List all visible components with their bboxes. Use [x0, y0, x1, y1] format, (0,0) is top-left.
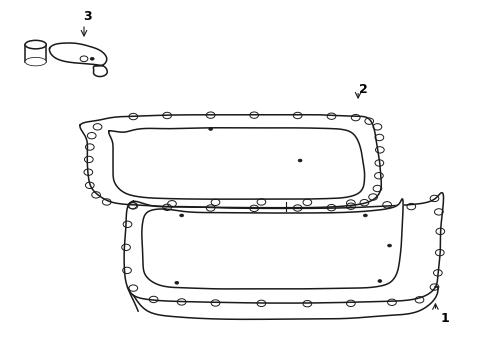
Text: 2: 2 — [358, 83, 366, 96]
Ellipse shape — [25, 40, 46, 49]
Text: 3: 3 — [83, 10, 92, 23]
Circle shape — [175, 282, 179, 284]
Circle shape — [298, 159, 302, 162]
Circle shape — [90, 57, 94, 60]
Polygon shape — [80, 115, 381, 208]
Circle shape — [363, 214, 366, 217]
Polygon shape — [142, 199, 402, 289]
FancyBboxPatch shape — [25, 45, 46, 62]
Polygon shape — [124, 193, 443, 303]
Circle shape — [208, 127, 212, 130]
Ellipse shape — [25, 57, 46, 66]
Circle shape — [180, 214, 183, 217]
Circle shape — [387, 244, 391, 247]
Polygon shape — [49, 43, 107, 77]
Text: 1: 1 — [440, 312, 448, 325]
Circle shape — [377, 280, 381, 283]
Polygon shape — [108, 128, 364, 199]
